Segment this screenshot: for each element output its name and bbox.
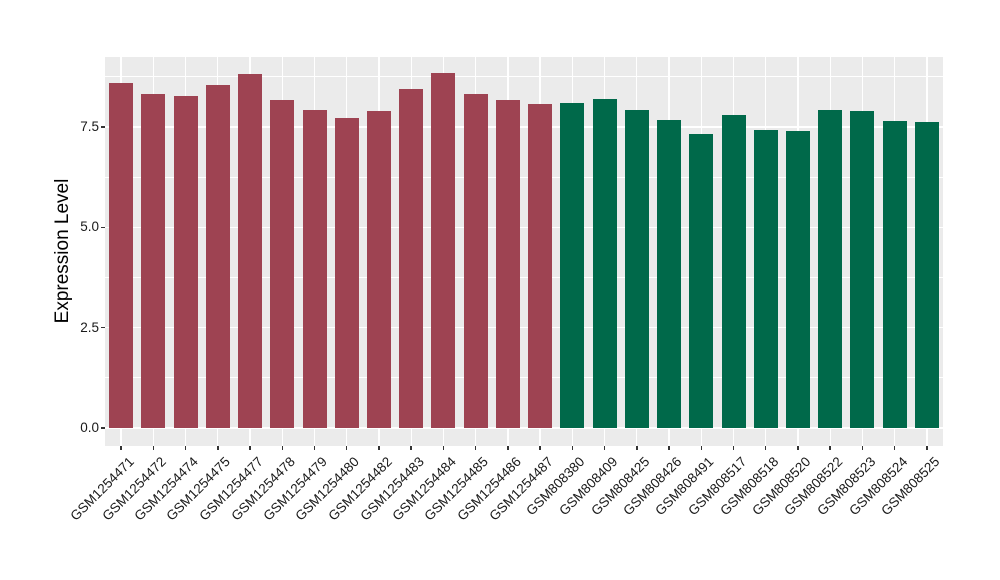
x-tick bbox=[474, 446, 477, 450]
bar bbox=[624, 109, 649, 428]
plot-panel bbox=[105, 57, 943, 446]
x-tick bbox=[152, 446, 155, 450]
y-axis-title: Expression Level bbox=[52, 178, 73, 324]
bar bbox=[399, 88, 424, 428]
gridline-major bbox=[105, 226, 943, 228]
gridline-minor bbox=[105, 76, 943, 78]
x-tick bbox=[829, 446, 831, 450]
bar bbox=[528, 103, 553, 428]
y-tick-label: 7.5 bbox=[80, 119, 99, 134]
bar bbox=[334, 118, 359, 428]
bar bbox=[914, 122, 939, 428]
bar bbox=[141, 94, 166, 428]
x-tick bbox=[797, 446, 799, 450]
bar bbox=[753, 130, 778, 428]
y-tick bbox=[101, 326, 105, 329]
y-tick bbox=[101, 126, 105, 128]
bar bbox=[592, 98, 617, 428]
gridline-minor bbox=[105, 277, 943, 278]
bar bbox=[495, 99, 520, 428]
y-tick-label: 2.5 bbox=[80, 319, 99, 335]
bar bbox=[786, 131, 810, 428]
x-tick bbox=[926, 446, 928, 450]
bar bbox=[238, 74, 262, 428]
x-tick bbox=[313, 446, 316, 450]
x-tick bbox=[378, 446, 380, 450]
bar bbox=[302, 110, 327, 428]
x-tick bbox=[668, 446, 670, 450]
x-tick bbox=[217, 446, 219, 450]
bar bbox=[721, 114, 746, 428]
x-tick bbox=[732, 446, 735, 450]
x-tick bbox=[410, 446, 412, 450]
bar bbox=[850, 110, 875, 428]
x-tick bbox=[636, 446, 638, 450]
bar bbox=[173, 95, 198, 428]
gridline-minor bbox=[105, 176, 943, 178]
x-tick bbox=[539, 446, 541, 450]
x-tick bbox=[893, 446, 896, 450]
x-tick bbox=[281, 446, 284, 450]
bar bbox=[431, 73, 456, 428]
x-tick bbox=[120, 446, 122, 450]
y-tick bbox=[101, 226, 105, 229]
gridline-major bbox=[105, 427, 943, 429]
x-tick bbox=[700, 446, 703, 450]
bar bbox=[109, 82, 134, 428]
x-tick bbox=[603, 446, 606, 450]
x-tick bbox=[764, 446, 767, 450]
bar bbox=[560, 102, 585, 428]
gridline-minor bbox=[105, 377, 943, 379]
bar bbox=[818, 110, 843, 428]
bar bbox=[367, 110, 391, 428]
y-tick-label: 5.0 bbox=[80, 219, 99, 235]
bar bbox=[882, 121, 907, 428]
gridline-major bbox=[105, 126, 943, 128]
y-tick-label: 0.0 bbox=[80, 420, 99, 435]
bar bbox=[270, 100, 295, 428]
bar bbox=[463, 93, 488, 428]
x-tick bbox=[571, 446, 574, 450]
x-tick bbox=[442, 446, 445, 450]
x-tick bbox=[345, 446, 348, 450]
x-tick bbox=[507, 446, 509, 450]
bar bbox=[205, 84, 230, 428]
gridline-major bbox=[105, 327, 943, 329]
bar bbox=[689, 134, 714, 428]
x-tick bbox=[184, 446, 187, 450]
x-tick bbox=[249, 446, 251, 450]
x-tick bbox=[861, 446, 864, 450]
bar bbox=[657, 120, 681, 428]
y-tick bbox=[101, 427, 105, 429]
